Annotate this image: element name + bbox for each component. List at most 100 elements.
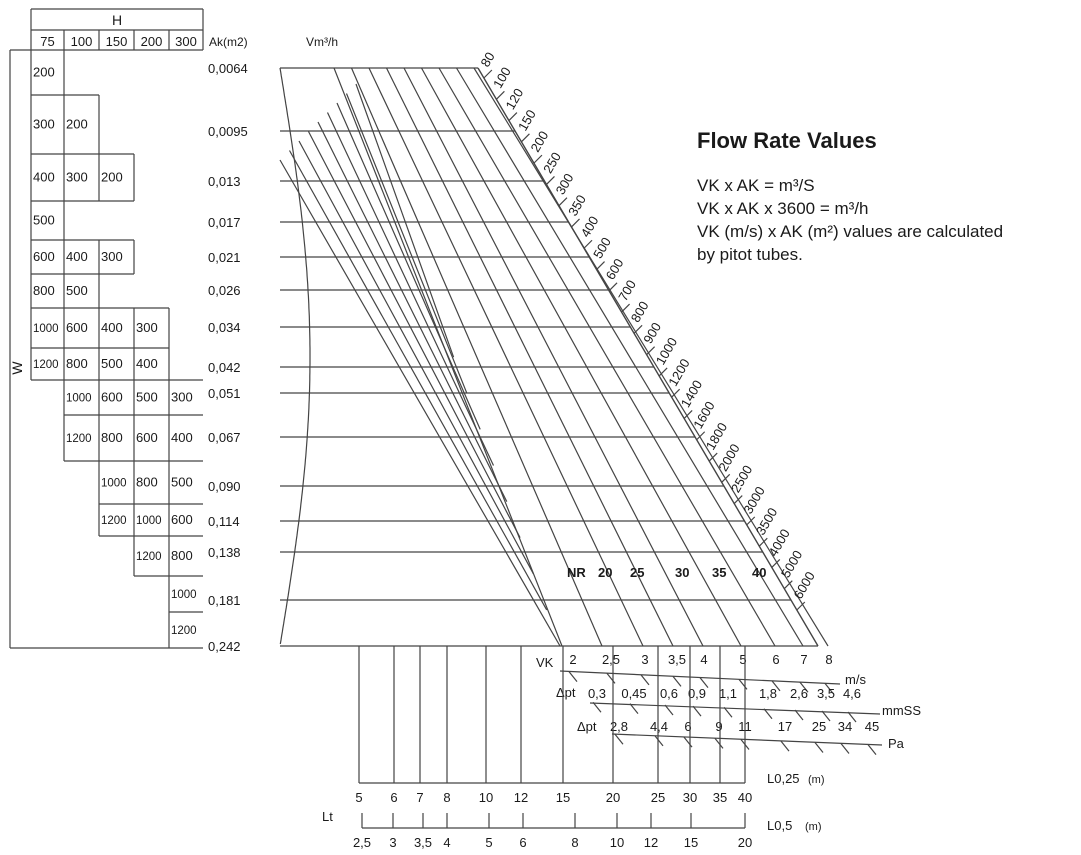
vk-value-2: 2 <box>569 652 576 667</box>
table-cell-1200: 1200 <box>66 433 92 445</box>
vk-unit: m/s <box>845 672 866 687</box>
l025-value-8: 8 <box>443 790 450 805</box>
ak-value-0,042: 0,042 <box>208 360 241 375</box>
l05-label: L0,5 <box>767 818 792 833</box>
table-cell-400: 400 <box>66 249 88 264</box>
table-cell-600: 600 <box>66 320 88 335</box>
dpt-mmss-value-1,8: 1,8 <box>759 686 777 701</box>
flow-rate-tick <box>796 601 806 611</box>
nr-label-35: 35 <box>712 565 726 580</box>
info-formula-2: VK x AK x 3600 = m³/h <box>697 199 869 218</box>
table-cell-600: 600 <box>171 512 193 527</box>
dpt-mmss-tick <box>847 711 857 723</box>
sloped-grid-line <box>279 159 561 647</box>
flow-rate-tick <box>546 175 555 185</box>
dpt-mmss-value-3,5: 3,5 <box>817 686 835 701</box>
nr-label-25: 25 <box>630 565 644 580</box>
sloped-grid-line <box>345 93 468 394</box>
flow-rate-tick <box>771 559 781 568</box>
table-cell-1000: 1000 <box>66 393 92 405</box>
nr-label-NR: NR <box>567 565 586 580</box>
vk-value-2,5: 2,5 <box>602 652 620 667</box>
ak-value-0,0095: 0,0095 <box>208 124 248 139</box>
table-cell-500: 500 <box>101 356 123 371</box>
l025-value-6: 6 <box>390 790 397 805</box>
vk-tick <box>568 671 578 682</box>
table-cell-800: 800 <box>171 548 193 563</box>
l025-value-5: 5 <box>355 790 362 805</box>
flow-rate-tick <box>671 388 681 398</box>
lt-label: Lt <box>322 809 333 824</box>
table-cell-600: 600 <box>136 430 158 445</box>
flow-rate-label-900: 900 <box>640 320 664 346</box>
info-panel: Flow Rate Values VK x AK = m³/S VK x AK … <box>697 128 1077 266</box>
l025-value-25: 25 <box>651 790 665 805</box>
dpt-mmss-value-0,3: 0,3 <box>588 686 606 701</box>
l05-unit: (m) <box>805 821 822 833</box>
vk-value-6: 6 <box>772 652 779 667</box>
h-value-100: 100 <box>71 34 93 49</box>
ak-value-0,017: 0,017 <box>208 215 241 230</box>
flow-rate-label-80: 80 <box>477 49 497 69</box>
table-cell-1000: 1000 <box>171 589 197 601</box>
l025-value-30: 30 <box>683 790 697 805</box>
h-value-300: 300 <box>175 34 197 49</box>
table-cell-300: 300 <box>136 320 158 335</box>
flow-rate-tick <box>533 154 543 164</box>
ak-value-0,013: 0,013 <box>208 174 241 189</box>
dpt-mmss-tick <box>592 701 602 713</box>
flow-rate-tick <box>583 239 593 249</box>
flow-rate-tick <box>683 410 693 419</box>
ak-value-0,114: 0,114 <box>208 514 240 529</box>
table-cell-1200: 1200 <box>136 551 162 563</box>
l025-unit: (m) <box>808 774 825 786</box>
info-formula-1: VK x AK = m³/S <box>697 176 815 195</box>
flow-rate-tick <box>696 431 706 441</box>
ak-value-0,090: 0,090 <box>208 479 241 494</box>
flow-rate-label-200: 200 <box>528 128 552 154</box>
info-title: Flow Rate Values <box>697 128 877 153</box>
flow-rate-tick <box>721 473 731 483</box>
table-cell-600: 600 <box>101 390 123 405</box>
sloped-grid-line <box>336 102 481 430</box>
nomogram-grid <box>279 67 829 647</box>
table-cell-500: 500 <box>33 213 55 228</box>
dpt-mmss-tick <box>821 710 831 722</box>
dpt-pa-value-6: 6 <box>684 719 691 734</box>
dpt-pa-tick <box>714 738 724 749</box>
vk-tick <box>606 672 616 684</box>
info-note-2: by pitot tubes. <box>697 245 803 264</box>
dpt-pa-scale-line <box>611 733 883 746</box>
velocity-line <box>403 67 704 647</box>
dpt-pa-tick <box>867 744 877 756</box>
dpt-mmss-tick <box>763 708 773 720</box>
table-cell-400: 400 <box>136 356 158 371</box>
sloped-grid-line <box>317 121 508 502</box>
sloped-grid-line <box>298 140 534 575</box>
dpt-pa-tick <box>814 742 824 753</box>
dpt-pa-tick <box>780 740 790 752</box>
l05-value-15: 15 <box>684 835 698 850</box>
l05-value-12: 12 <box>644 835 658 850</box>
dpt-pa-value-4,4: 4,4 <box>650 719 668 734</box>
velocity-line <box>420 67 742 647</box>
vk-value-7: 7 <box>800 652 807 667</box>
h-value-200: 200 <box>141 34 163 49</box>
sloped-grid-line <box>288 150 548 611</box>
l05-value-6: 6 <box>519 835 526 850</box>
dpt-mmss-scale-line <box>589 702 881 715</box>
flow-rate-tick <box>658 367 668 377</box>
flow-rate-label-100: 100 <box>490 64 514 90</box>
ak-value-0,067: 0,067 <box>208 430 241 445</box>
dpt-pa-tick <box>654 735 664 747</box>
velocity-line <box>368 67 644 647</box>
dpt-mmss-value-2,6: 2,6 <box>790 686 808 701</box>
flow-rate-tick <box>495 90 505 100</box>
dpt-mmss-value-0,9: 0,9 <box>688 686 706 701</box>
vk-value-8: 8 <box>825 652 832 667</box>
vk-tick <box>799 681 809 693</box>
flow-rate-tick <box>596 261 605 270</box>
table-cell-800: 800 <box>66 356 88 371</box>
